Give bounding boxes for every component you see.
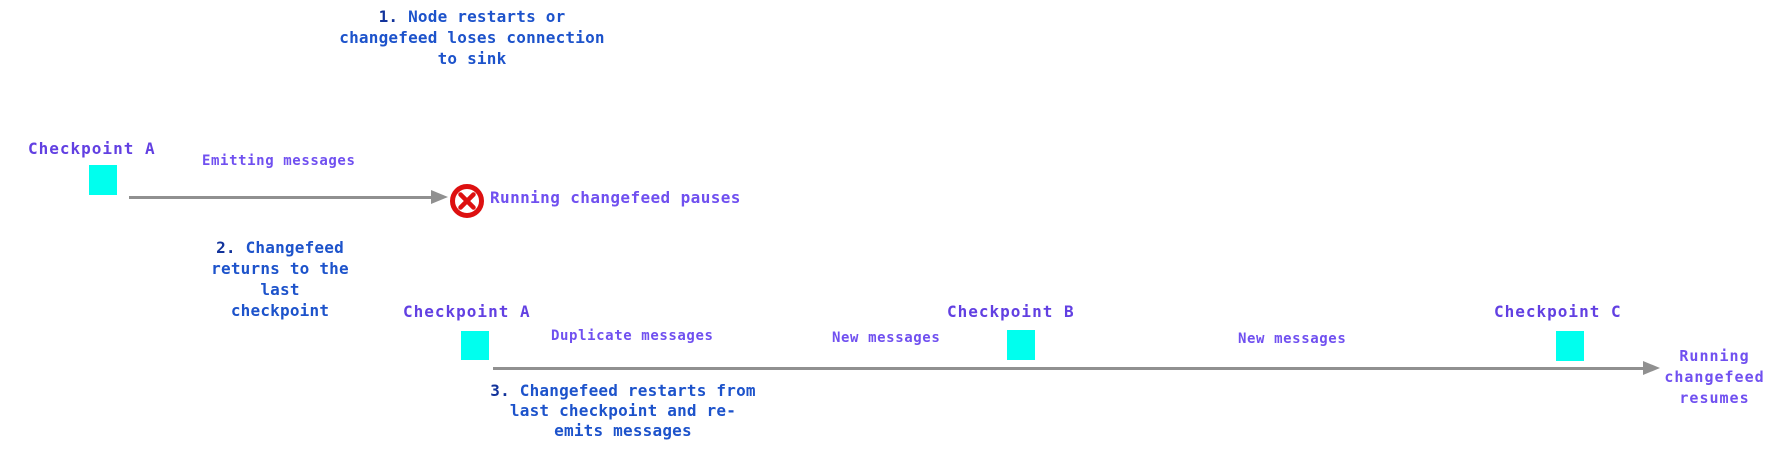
checkpoint-a-label-timeline-1: Checkpoint A xyxy=(28,139,156,158)
step-2-annotation: 2. Changefeed returns to the last checkp… xyxy=(170,237,390,321)
step-2-line-4: checkpoint xyxy=(230,301,330,320)
step-3-line-2: last checkpoint and re- xyxy=(509,401,737,420)
timeline-2-arrowhead xyxy=(1643,361,1660,375)
step-2-line-1: 2. Changefeed xyxy=(216,238,344,257)
resume-line-3: resumes xyxy=(1679,389,1750,407)
resume-line-2: changefeed xyxy=(1664,368,1765,386)
step-3-line-3: emits messages xyxy=(554,421,692,440)
running-changefeed-resumes-label: Running changefeed resumes xyxy=(1650,346,1779,409)
timeline-1-arrowhead xyxy=(431,190,448,204)
checkpoint-c-label: Checkpoint C xyxy=(1494,302,1622,321)
checkpoint-b-label: Checkpoint B xyxy=(947,302,1075,321)
step-3-number: 3. xyxy=(490,381,510,400)
checkpoint-b-marker xyxy=(1007,330,1035,360)
checkpoint-a-marker-timeline-1 xyxy=(89,165,117,195)
circled-x-icon xyxy=(450,184,484,218)
new-messages-label-2: New messages xyxy=(1238,331,1347,347)
resume-line-1: Running xyxy=(1679,347,1750,365)
running-changefeed-pauses-label: Running changefeed pauses xyxy=(490,188,741,207)
step-2-number: 2. xyxy=(216,238,236,257)
timeline-2-arrow-line xyxy=(493,367,1643,370)
step-1-line-3: to sink xyxy=(437,49,507,68)
checkpoint-a-label-timeline-2: Checkpoint A xyxy=(403,302,531,321)
step-3-annotation: 3. Changefeed restarts from last checkpo… xyxy=(473,381,773,441)
emitting-messages-label: Emitting messages xyxy=(202,153,356,169)
checkpoint-a-marker-timeline-2 xyxy=(461,331,489,360)
timeline-1-arrow-line xyxy=(129,196,432,199)
step-2-line-2: returns to the xyxy=(211,259,349,278)
duplicate-messages-label: Duplicate messages xyxy=(551,328,714,344)
step-1-line-1: 1. Node restarts or xyxy=(378,7,566,26)
step-1-annotation: 1. Node restarts or changefeed loses con… xyxy=(332,6,612,69)
step-1-number: 1. xyxy=(378,7,399,26)
checkpoint-c-marker xyxy=(1556,331,1584,361)
step-1-line-2: changefeed loses connection xyxy=(339,28,605,47)
step-2-line-3: last xyxy=(260,280,300,299)
step-3-line-1: 3. Changefeed restarts from xyxy=(490,381,756,400)
new-messages-label-1: New messages xyxy=(832,330,941,346)
